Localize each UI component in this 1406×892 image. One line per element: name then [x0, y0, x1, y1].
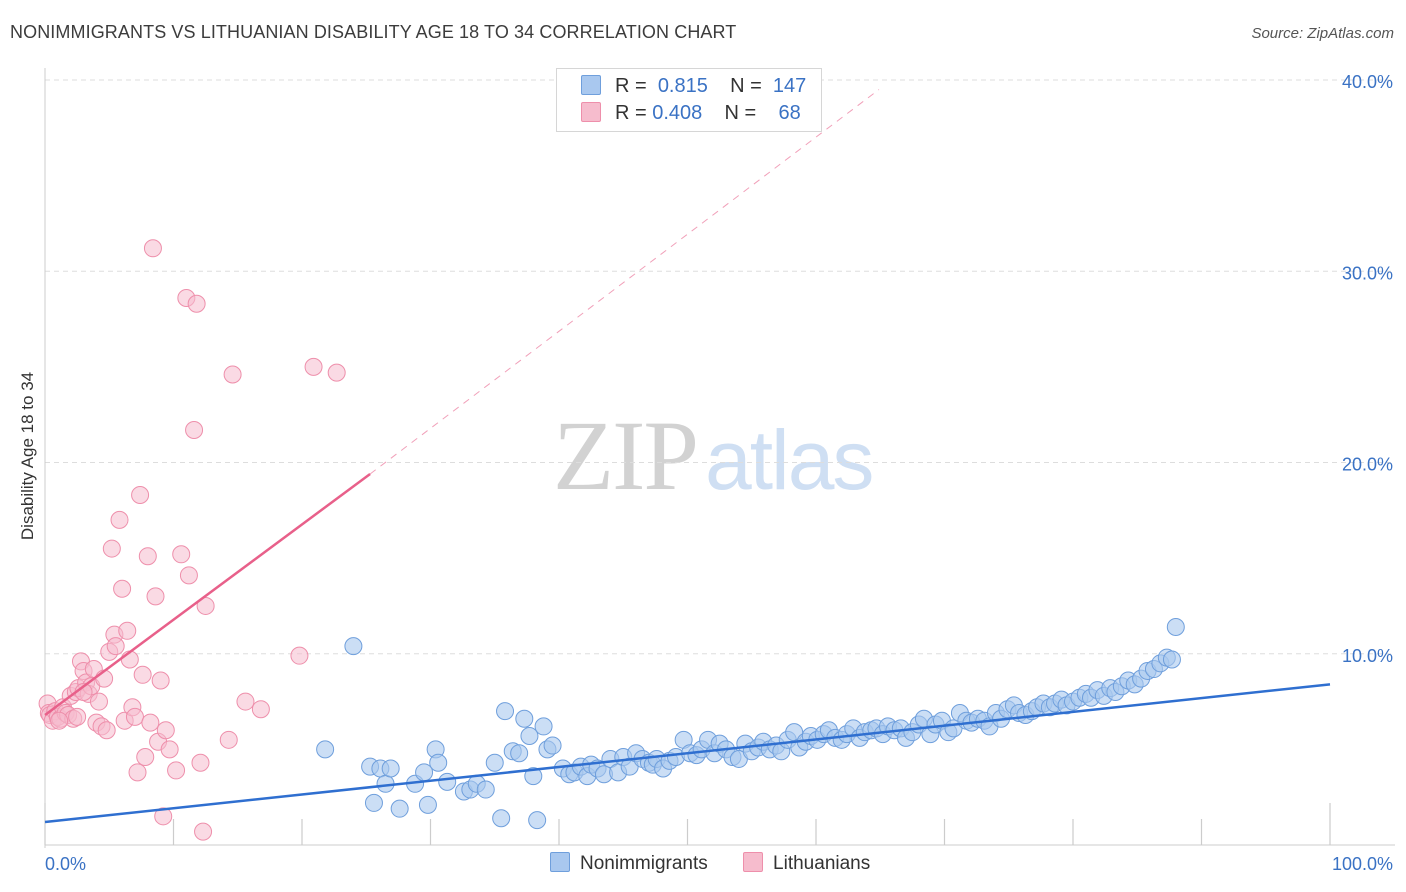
grid-lines: [45, 79, 1395, 655]
nonimmigrants-point: [390, 799, 409, 818]
lithuanians-points: [38, 239, 346, 841]
lithuanians-swatch: [743, 852, 764, 872]
y-tick-label: 20.0%: [1342, 455, 1393, 475]
nonimmigrants-point: [496, 702, 515, 721]
y-tick-label: 30.0%: [1342, 263, 1393, 283]
lithuanians-point: [133, 665, 152, 684]
lithuanians-point: [97, 721, 116, 740]
lithuanians-point: [160, 740, 179, 759]
legend-label-lithuanians: Lithuanians: [773, 853, 871, 874]
lithuanians-point: [151, 671, 170, 690]
r-value: 0.408: [652, 102, 703, 124]
nonimmigrants-point: [485, 753, 504, 772]
lithuanians-point: [167, 761, 186, 780]
lithuanians-trend-extension: [369, 89, 880, 475]
lithuanians-point: [138, 547, 157, 566]
nonimmigrants-points: [316, 617, 1185, 830]
nonimmigrants-point: [524, 767, 543, 786]
lithuanians-point: [290, 646, 309, 665]
y-axis-label: Disability Age 18 to 34: [18, 371, 37, 541]
lithuanians-point: [143, 239, 162, 258]
legend-item-lithuanians[interactable]: Lithuanians: [743, 852, 870, 875]
lithuanians-point: [89, 692, 108, 711]
nonimmigrants-point: [528, 811, 547, 830]
trend-lines: [44, 89, 1331, 824]
watermark: ZIPatlas: [553, 398, 874, 513]
chart-title: NONIMMIGRANTS VS LITHUANIAN DISABILITY A…: [10, 22, 737, 42]
nonimmigrants-point: [515, 709, 534, 728]
lithuanians-point: [136, 748, 155, 767]
nonimmigrants-point: [418, 795, 437, 814]
lithuanians-point: [187, 294, 206, 313]
tick-labels: 10.0% 20.0% 30.0% 40.0% 0.0% 100.0%: [45, 72, 1393, 874]
nonimmigrants-point: [543, 736, 562, 755]
lithuanians-point: [179, 566, 198, 585]
lithuanians-point: [185, 420, 204, 439]
n-label: N =: [730, 75, 768, 97]
n-value: 147: [772, 75, 807, 97]
x-tick-label: 0.0%: [45, 854, 86, 874]
nonimmigrants-point: [364, 793, 383, 812]
nonimmigrants-point: [534, 717, 553, 736]
n-value: 68: [778, 102, 801, 124]
nonimmigrants-point: [510, 744, 529, 763]
lithuanians-point: [131, 486, 150, 505]
watermark-atlas: atlas: [705, 413, 874, 507]
lithuanians-point: [50, 711, 69, 730]
nonimmigrants-point: [429, 753, 448, 772]
lithuanians-point: [113, 579, 132, 598]
lithuanians-point: [128, 763, 147, 782]
lithuanians-point: [219, 730, 238, 749]
lithuanians-point: [154, 807, 173, 826]
nonimmigrants-swatch: [550, 852, 570, 872]
correlation-legend: R = 0.815 N = 147 R = 0.408 N = 68: [556, 68, 822, 132]
r-label: R =: [615, 102, 653, 124]
lithuanians-point: [304, 357, 323, 376]
watermark-zip: ZIP: [553, 400, 699, 511]
legend-item-nonimmigrants[interactable]: Nonimmigrants: [550, 852, 708, 875]
lithuanians-point: [156, 721, 175, 740]
lithuanians-point: [68, 707, 87, 726]
nonimmigrants-point: [344, 637, 363, 656]
lithuanians-point: [251, 700, 270, 719]
nonimmigrants-trend-line: [44, 683, 1331, 824]
nonimmigrants-swatch: [581, 75, 601, 95]
nonimmigrants-point: [1166, 617, 1185, 636]
r-value: 0.815: [657, 75, 708, 97]
source-credit: Source: ZipAtlas.com: [1251, 25, 1394, 42]
lithuanians-point: [194, 822, 213, 841]
lithuanians-point: [106, 637, 125, 656]
lithuanians-point: [102, 539, 121, 558]
y-tick-label: 10.0%: [1342, 646, 1393, 666]
lithuanians-point: [223, 365, 242, 384]
y-tick-label: 40.0%: [1342, 72, 1393, 92]
x-tick-label: 100.0%: [1332, 854, 1393, 874]
lithuanians-point: [327, 363, 346, 382]
series-legend: Nonimmigrants Lithuanians: [550, 852, 900, 875]
lithuanians-point: [141, 713, 160, 732]
lithuanians-point: [146, 587, 165, 606]
legend-label-nonimmigrants: Nonimmigrants: [580, 853, 708, 874]
n-label: N =: [724, 102, 762, 124]
nonimmigrants-point: [438, 772, 457, 791]
nonimmigrants-point: [492, 809, 511, 828]
nonimmigrants-point: [381, 759, 400, 778]
lithuanians-point: [118, 621, 137, 640]
lithuanians-point: [191, 753, 210, 772]
r-label: R =: [615, 75, 653, 97]
lithuanians-point: [125, 707, 144, 726]
nonimmigrants-point: [316, 740, 335, 759]
lithuanians-trend-line: [44, 472, 371, 716]
axes: [44, 68, 1395, 848]
lithuanians-point: [172, 545, 191, 564]
legend-row-nonimmigrants: R = 0.815 N = 147: [581, 75, 806, 98]
lithuanians-swatch: [581, 102, 601, 122]
lithuanians-point: [110, 510, 129, 529]
lithuanians-point: [236, 692, 255, 711]
nonimmigrants-point: [520, 726, 539, 745]
legend-row-lithuanians: R = 0.408 N = 68: [581, 102, 801, 125]
nonimmigrants-point: [476, 780, 495, 799]
nonimmigrants-point: [1162, 650, 1181, 669]
